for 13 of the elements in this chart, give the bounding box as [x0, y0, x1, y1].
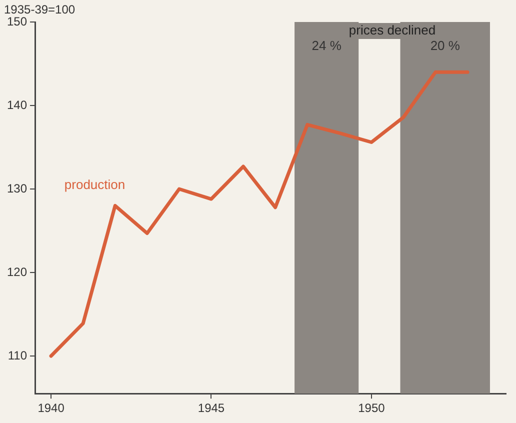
y-tick-label: 120	[6, 264, 28, 279]
y-tick-label: 110	[8, 348, 28, 362]
series-label: production	[64, 176, 126, 192]
band-label: 20 %	[430, 38, 460, 54]
x-tick-label: 1945	[198, 401, 225, 416]
y-tick-label: 150	[6, 14, 28, 28]
y-axis-title: 1935-39=100	[4, 2, 76, 16]
x-tick-label: 1950	[358, 401, 386, 416]
y-tick-label: 130	[6, 181, 28, 196]
x-tick-label: 1940	[38, 401, 65, 416]
annotation: prices declined	[348, 22, 436, 38]
band-label: 24 %	[312, 38, 342, 54]
y-tick-label: 140	[6, 98, 28, 112]
